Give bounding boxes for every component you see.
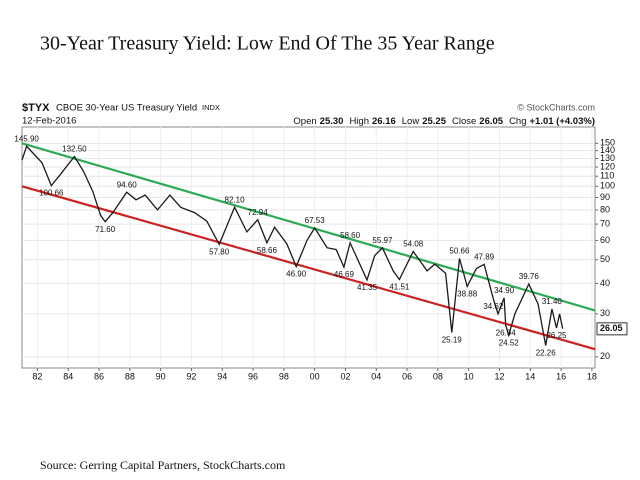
y-tick-label: 50 (600, 254, 610, 264)
y-tick-label: 40 (600, 278, 610, 288)
quote-label: Low (402, 116, 420, 127)
y-tick-label: 150 (600, 138, 615, 148)
x-tick-label: 06 (402, 371, 412, 381)
data-label: 58.60 (340, 231, 361, 240)
data-label: 57.80 (209, 247, 230, 256)
chart-title: 30-Year Treasury Yield: Low End Of The 3… (40, 33, 495, 55)
data-label: 24.52 (499, 338, 520, 347)
y-tick-label: 130 (600, 153, 615, 163)
data-label: 58.66 (257, 246, 278, 255)
quote-value: 25.30 (320, 116, 344, 127)
quote-value: +1.01 (+4.03%) (530, 116, 596, 127)
x-tick-label: 16 (556, 371, 566, 381)
data-label: 67.53 (305, 216, 326, 225)
symbol: $TYX (22, 102, 50, 114)
y-tick-label: 30 (600, 308, 610, 318)
x-tick-label: 02 (340, 371, 350, 381)
data-label: 50.66 (449, 246, 470, 255)
data-label: 71.60 (95, 225, 116, 234)
y-tick-label: 60 (600, 235, 610, 245)
data-label: 25.19 (442, 335, 463, 344)
data-label: 34.62 (483, 302, 504, 311)
x-tick-label: 82 (32, 371, 42, 381)
data-label: 41.35 (357, 283, 378, 292)
x-tick-label: 10 (464, 371, 474, 381)
x-tick-label: 94 (217, 371, 227, 381)
exchange: INDX (202, 103, 220, 112)
y-tick-label: 20 (600, 351, 610, 361)
trend-line (21, 185, 596, 351)
data-label: 82.10 (225, 195, 246, 204)
quote-label: Chg (509, 116, 526, 127)
last-value-label: 26.05 (600, 323, 623, 333)
y-tick-label: 140 (600, 145, 615, 155)
x-tick-label: 08 (433, 371, 443, 381)
quote-value: 25.25 (422, 116, 446, 127)
data-label: 132.50 (62, 145, 87, 154)
x-tick-label: 88 (125, 371, 135, 381)
x-tick-label: 98 (279, 371, 289, 381)
x-tick-label: 04 (371, 371, 381, 381)
x-tick-label: 00 (310, 371, 320, 381)
x-tick-label: 96 (248, 371, 258, 381)
x-tick-label: 90 (156, 371, 166, 381)
quote-value: 26.16 (372, 116, 396, 127)
quote-label: Close (452, 116, 476, 127)
data-label: 34.90 (494, 286, 515, 295)
data-label: 22.26 (536, 349, 557, 358)
data-label: 39.76 (519, 272, 540, 281)
data-label: 41.51 (389, 283, 410, 292)
price-line (21, 145, 564, 346)
quote-value: 26.05 (479, 116, 503, 127)
data-label: 46.90 (286, 270, 307, 279)
last-value-box (596, 322, 628, 336)
date: 12-Feb-2016 (22, 116, 76, 127)
x-tick-label: 14 (525, 371, 535, 381)
quote-label: High (349, 116, 369, 127)
data-label: 38.88 (457, 290, 478, 299)
data-label: 26.25 (546, 331, 567, 340)
quote-label: Open (293, 116, 316, 127)
data-label: 55.97 (372, 236, 393, 245)
data-label: 145.90 (14, 134, 39, 143)
x-tick-label: 12 (494, 371, 504, 381)
x-tick-label: 18 (587, 371, 597, 381)
description: CBOE 30-Year US Treasury Yield (56, 103, 197, 114)
data-label: 31.40 (542, 297, 563, 306)
data-label: 72.94 (248, 208, 269, 217)
data-label: 47.89 (474, 252, 495, 261)
trend-line (21, 142, 596, 312)
x-tick-label: 84 (63, 371, 73, 381)
y-tick-label: 80 (600, 204, 610, 214)
credit: © StockCharts.com (517, 102, 595, 112)
x-tick-label: 86 (94, 371, 104, 381)
x-tick-label: 92 (186, 371, 196, 381)
data-label: 26.94 (496, 328, 517, 337)
quote: Open 25.30 High 26.16 Low 25.25 Close 26.05 Chg +… (293, 116, 595, 127)
y-tick-label: 70 (600, 218, 610, 228)
data-label: 46.69 (334, 270, 355, 279)
y-tick-label: 90 (600, 192, 610, 202)
y-tick-label: 110 (600, 171, 614, 181)
data-label: 54.08 (403, 240, 424, 249)
data-label: 100.66 (39, 189, 64, 198)
data-label: 94.60 (117, 180, 138, 189)
y-tick-label: 100 (600, 181, 615, 191)
y-tick-label: 120 (600, 161, 615, 171)
source: Source: Gerring Capital Partners, StockC… (40, 458, 286, 472)
